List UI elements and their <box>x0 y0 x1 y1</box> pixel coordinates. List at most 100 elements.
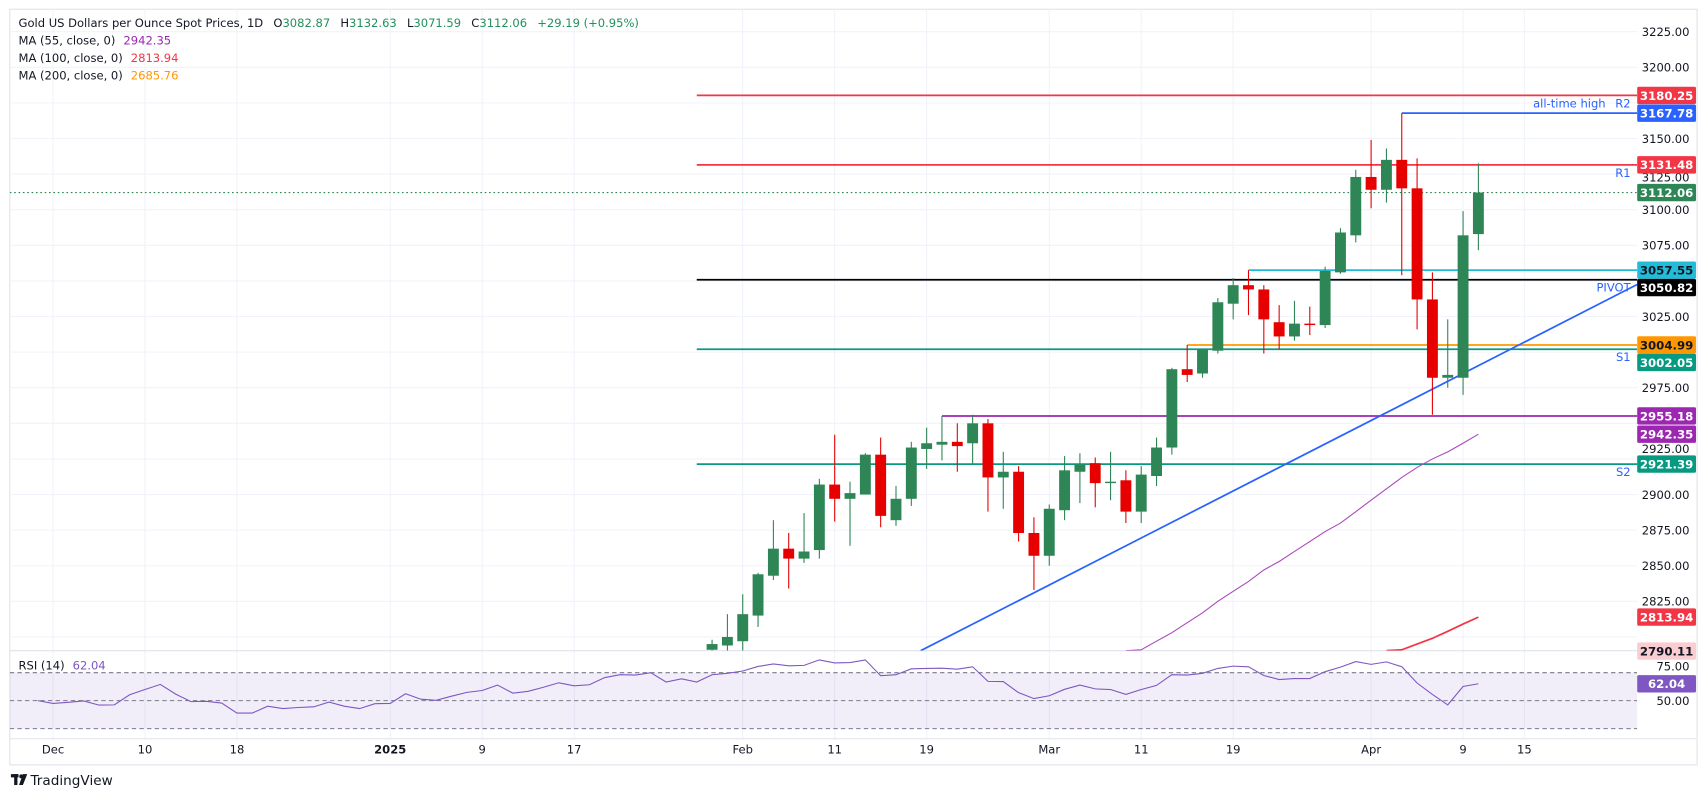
candle-body <box>936 441 948 445</box>
candle-body <box>1335 232 1346 273</box>
candle[interactable] <box>813 478 825 559</box>
open-value: 3082.87 <box>282 16 330 30</box>
candle-body <box>783 548 795 559</box>
candle[interactable] <box>1013 466 1025 542</box>
price-badge-text: 2942.35 <box>1640 428 1694 442</box>
price-badge-text: 2921.39 <box>1640 457 1694 471</box>
candle[interactable] <box>1243 270 1254 316</box>
candle[interactable] <box>1319 266 1331 328</box>
chart-frame <box>9 8 1698 766</box>
price-badge: 3112.06 <box>1637 183 1697 202</box>
candle[interactable] <box>859 453 871 495</box>
ma200-value: 2685.76 <box>131 68 179 82</box>
candle[interactable] <box>1273 305 1285 350</box>
candle-body <box>1273 322 1285 337</box>
candle[interactable] <box>783 532 795 589</box>
price-tick-label: 2875.00 <box>1642 523 1690 537</box>
candle[interactable] <box>997 451 1009 509</box>
candle[interactable] <box>1074 453 1086 504</box>
candle[interactable] <box>936 415 948 461</box>
candle[interactable] <box>1227 278 1239 320</box>
candle[interactable] <box>1365 139 1377 209</box>
tradingview-logo[interactable]: TradingView <box>10 773 113 789</box>
candle[interactable] <box>1212 297 1224 354</box>
candle-body <box>1442 374 1454 378</box>
candle[interactable] <box>798 513 810 563</box>
price-tick-label: 3225.00 <box>1642 25 1690 39</box>
price-tick-label: 2900.00 <box>1642 488 1690 502</box>
candle[interactable] <box>982 419 994 512</box>
price-badge-text: 3002.05 <box>1640 356 1694 370</box>
candle[interactable] <box>1426 272 1438 415</box>
price-badge-bg <box>1637 336 1697 354</box>
candle[interactable] <box>1350 169 1362 243</box>
price-pane[interactable]: R2 all-time high R1 PIVOT S1 S2 <box>9 94 1638 651</box>
candle[interactable] <box>752 572 764 627</box>
candle[interactable] <box>1089 457 1101 508</box>
rsi-pane[interactable] <box>9 659 1638 730</box>
ma200-legend[interactable]: MA (200, close, 0) 2685.76 <box>19 68 179 82</box>
candle[interactable] <box>967 414 979 465</box>
candle[interactable] <box>1335 228 1346 274</box>
ma55-legend[interactable]: MA (55, close, 0) 2942.35 <box>19 34 172 48</box>
price-badge-text: 2955.18 <box>1640 409 1694 423</box>
candle[interactable] <box>829 434 841 522</box>
candle[interactable] <box>1043 504 1055 566</box>
price-badge: 3180.25 <box>1637 86 1697 105</box>
candle[interactable] <box>1059 456 1071 521</box>
candle[interactable] <box>1304 306 1316 336</box>
candle-body <box>1457 235 1469 378</box>
candle[interactable] <box>721 614 733 651</box>
time-tick-label: 15 <box>1517 742 1532 756</box>
candle[interactable] <box>1396 113 1408 276</box>
candle[interactable] <box>1120 470 1132 524</box>
candle[interactable] <box>1135 466 1147 524</box>
time-tick-label: 9 <box>1459 742 1466 756</box>
candle[interactable] <box>1166 367 1178 455</box>
ma100-legend[interactable]: MA (100, close, 0) 2813.94 <box>19 51 179 65</box>
candle[interactable] <box>706 639 718 651</box>
candle[interactable] <box>1289 300 1300 341</box>
candle[interactable] <box>875 437 887 528</box>
rsi-badge-bg <box>1637 675 1697 693</box>
candle[interactable] <box>1258 285 1270 354</box>
candle[interactable] <box>1411 158 1423 330</box>
candle[interactable] <box>905 441 917 506</box>
price-axis[interactable]: 3225.00 3200.00 3150.00 3125.00 3100.00 3075.… <box>1637 25 1697 708</box>
candle[interactable] <box>1457 211 1469 395</box>
time-tick-label: Mar <box>1038 742 1060 756</box>
rsi-badge: 62.04 <box>1637 675 1697 693</box>
time-tick-label: 10 <box>138 742 153 756</box>
price-tick-label: 2975.00 <box>1642 381 1690 395</box>
price-badge-bg <box>1637 278 1697 297</box>
candle[interactable] <box>1442 319 1454 388</box>
candle[interactable] <box>1380 148 1392 203</box>
candle[interactable] <box>844 481 856 546</box>
candle-body <box>967 423 979 444</box>
rsi-tick-label: 75.00 <box>1656 660 1689 674</box>
candle-body <box>1258 289 1270 320</box>
candle[interactable] <box>1197 349 1208 378</box>
level-tag-r1: R1 <box>1615 166 1630 180</box>
candle-body <box>875 454 887 516</box>
candle-body <box>1472 192 1484 235</box>
candle[interactable] <box>737 594 749 651</box>
candle[interactable] <box>951 423 963 472</box>
symbol-legend[interactable]: Gold US Dollars per Ounce Spot Prices, 1… <box>19 16 639 30</box>
candle[interactable] <box>767 520 779 580</box>
price-tick-label: 2825.00 <box>1642 595 1690 609</box>
rsi-legend[interactable]: RSI (14) 62.04 <box>19 659 106 673</box>
candle[interactable] <box>921 427 933 469</box>
candle[interactable] <box>1151 437 1162 486</box>
time-axis[interactable]: Dec 10 18 2025 9 17 Feb 11 19 Mar 11 19 Apr 9 15 <box>42 742 1532 756</box>
rsi-tick-label: 50.00 <box>1656 694 1689 708</box>
candle[interactable] <box>1105 451 1117 501</box>
candle[interactable] <box>1028 517 1040 590</box>
candle-body <box>737 614 749 642</box>
candle[interactable] <box>1181 345 1193 383</box>
candle[interactable] <box>1472 163 1484 251</box>
price-badge-text: 3131.48 <box>1640 158 1694 172</box>
candle-body <box>1426 299 1438 378</box>
candle[interactable] <box>890 485 902 526</box>
